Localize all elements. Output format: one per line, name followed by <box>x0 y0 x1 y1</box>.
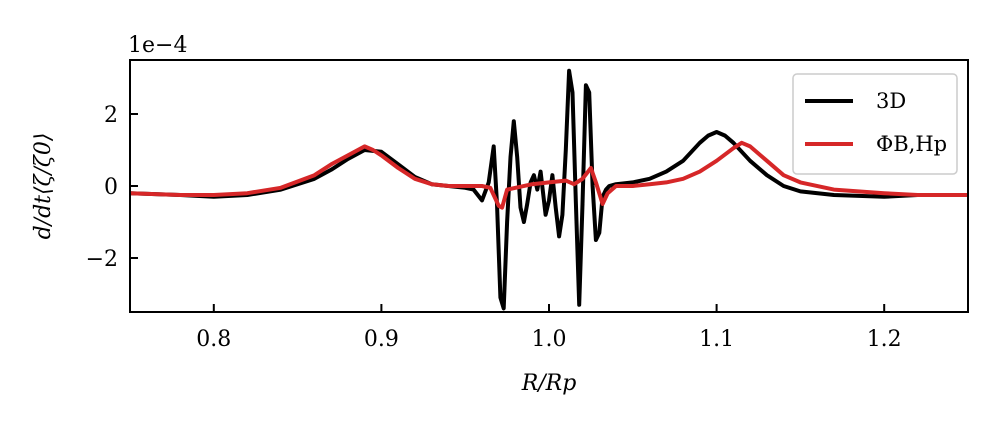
x-tick-label: 1.0 <box>532 327 567 352</box>
x-tick-label: 1.2 <box>867 327 902 352</box>
legend-box <box>792 73 958 175</box>
y-tick-label: 2 <box>104 103 118 128</box>
y-tick-label: 0 <box>104 175 118 200</box>
y-axis-label: d/dt⟨ζ/ζ0⟩ <box>31 133 56 240</box>
x-axis-label: R/Rp <box>521 371 577 396</box>
x-tick-label: 1.1 <box>699 327 734 352</box>
legend-label-phi: ΦB,Hp <box>876 132 947 156</box>
plot-frame <box>129 59 969 313</box>
x-tick-label: 0.9 <box>364 327 399 352</box>
y-ticks: −2 0 2 <box>86 103 138 272</box>
y-offset-label: 1e−4 <box>128 33 187 58</box>
plot-lines <box>130 68 968 311</box>
series-line-phi <box>130 140 968 210</box>
x-ticks: 0.8 0.9 1.0 1.1 1.2 <box>196 304 902 352</box>
legend-label-3d: 3D <box>876 89 906 113</box>
legend: 3D ΦB,Hp <box>792 73 958 175</box>
y-tick-label: −2 <box>86 247 118 272</box>
x-tick-label: 0.8 <box>196 327 231 352</box>
